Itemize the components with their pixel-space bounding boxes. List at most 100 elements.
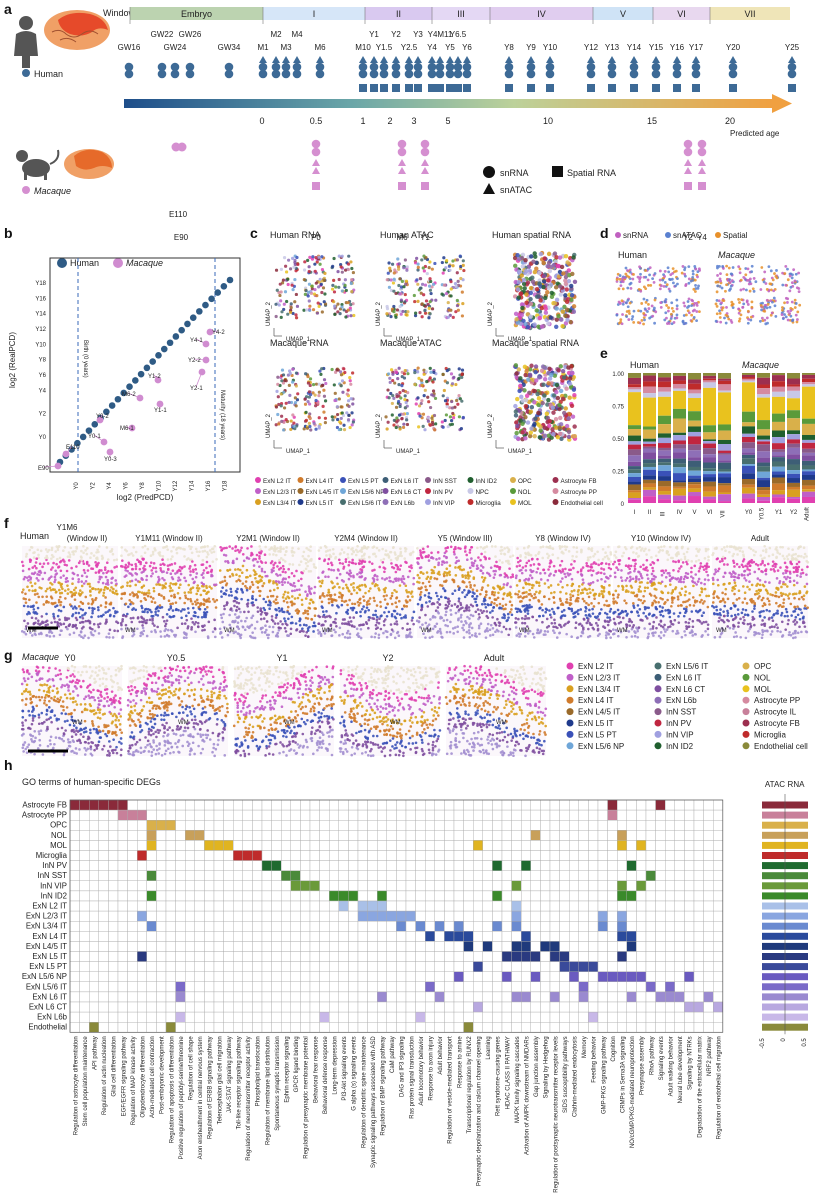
- assay-umap-point: [671, 307, 674, 310]
- umap-point: [322, 389, 325, 392]
- assay-umap-point: [730, 319, 733, 322]
- wm-label: WM: [125, 628, 136, 634]
- bar-segment: [643, 449, 656, 453]
- tissue-cell: [152, 622, 155, 625]
- tissue-cell: [234, 549, 237, 552]
- y-tick-label: Y8: [39, 358, 47, 364]
- assay-umap-point: [725, 322, 728, 325]
- tissue-cell: [293, 582, 296, 585]
- umap-point: [393, 271, 396, 274]
- bar-segment: [787, 410, 800, 418]
- bar-segment: [787, 430, 800, 434]
- human-sample-label: Y5: [445, 43, 455, 52]
- bar-segment: [643, 373, 656, 376]
- bar-segment: [757, 472, 770, 478]
- umap-point: [291, 368, 294, 371]
- bar-segment: [772, 467, 785, 472]
- macaque-point: [157, 401, 164, 408]
- tissue-cell: [360, 628, 363, 631]
- tissue-cell: [245, 576, 248, 579]
- umap-point: [444, 399, 447, 402]
- bar-segment: [742, 422, 755, 426]
- umap-point: [347, 301, 350, 304]
- assay-umap-point: [798, 304, 801, 307]
- umap-point: [418, 311, 421, 314]
- tissue-cell: [366, 603, 369, 606]
- tissue-cell: [191, 560, 194, 563]
- assay-umap-point: [730, 301, 733, 304]
- umap-point: [405, 280, 408, 283]
- umap-point: [333, 313, 336, 316]
- maturity-line-label: Maturity (18 years): [219, 390, 225, 440]
- tissue-cell: [307, 560, 310, 563]
- assay-umap-point: [644, 307, 647, 310]
- assay-umap-point: [786, 301, 789, 304]
- umap-point: [395, 406, 398, 409]
- tissue-cell: [392, 546, 395, 549]
- tissue-cell: [300, 630, 303, 633]
- tissue-cell: [143, 611, 146, 614]
- macaque-point: [107, 449, 114, 456]
- tissue-cell: [95, 597, 98, 600]
- umap-point: [292, 422, 295, 425]
- tissue-cell: [388, 611, 391, 614]
- assay-umap-point: [659, 270, 662, 273]
- assay-umap-point: [643, 318, 646, 321]
- tissue-cell: [143, 597, 146, 600]
- tissue-cell: [319, 597, 322, 600]
- bar-segment: [643, 480, 656, 484]
- tissue-cell: [85, 580, 88, 583]
- human-point: [161, 346, 168, 353]
- tissue-cell: [180, 616, 183, 619]
- umap-point: [514, 363, 518, 367]
- tissue-cell: [109, 589, 112, 592]
- tissue-cell: [28, 612, 31, 615]
- tissue-cell: [314, 614, 317, 617]
- bar-segment: [673, 482, 686, 486]
- bar-segment: [643, 490, 656, 496]
- bar-segment: [772, 478, 785, 484]
- umap-point: [337, 286, 340, 289]
- umap-point: [541, 285, 545, 289]
- tissue-cell: [303, 557, 306, 560]
- human-point: [190, 314, 197, 321]
- umap-point: [277, 422, 280, 425]
- snatac-marker: [652, 56, 660, 63]
- tissue-cell: [69, 556, 72, 559]
- assay-umap-point: [670, 301, 673, 304]
- tissue-cell: [294, 597, 297, 600]
- macaque-legend-dot: [22, 186, 30, 194]
- macaque-series-marker: [113, 258, 123, 268]
- bar-segment: [628, 482, 641, 485]
- umap-point: [395, 420, 398, 423]
- bar-segment: [757, 495, 770, 497]
- bar-segment: [688, 421, 701, 427]
- bar-segment: [757, 480, 770, 487]
- tissue-cell: [196, 599, 199, 602]
- snatac-marker: [414, 56, 422, 63]
- bar-segment: [787, 434, 800, 439]
- human-sample-label: Y6: [462, 43, 472, 52]
- umap-point: [557, 403, 561, 407]
- assay-umap-point: [671, 322, 674, 325]
- tissue-cell: [327, 575, 330, 578]
- assay-umap-point: [672, 267, 675, 270]
- tissue-cell: [97, 615, 100, 618]
- human-legend-dot: [22, 69, 30, 77]
- tissue-cell: [325, 546, 328, 549]
- tissue-cell: [347, 564, 350, 567]
- assay-umap-point: [688, 277, 691, 280]
- umap-point: [516, 437, 520, 441]
- umap-point: [528, 297, 532, 301]
- assay-umap-point: [792, 268, 795, 271]
- umap-point: [556, 314, 560, 318]
- bar-segment: [742, 377, 755, 379]
- composition-bars: 1.000.750.500.250I II III IV V VI VII Y0 Y0.5 Y1 Y…: [612, 372, 815, 521]
- bar-segment: [772, 387, 785, 392]
- snatac-marker: [312, 159, 320, 166]
- umap-point: [279, 299, 282, 302]
- tissue-cell: [84, 634, 87, 637]
- section-title: Y5 (Window III): [438, 534, 493, 543]
- bar-segment: [772, 497, 785, 503]
- tissue-cell: [59, 596, 62, 599]
